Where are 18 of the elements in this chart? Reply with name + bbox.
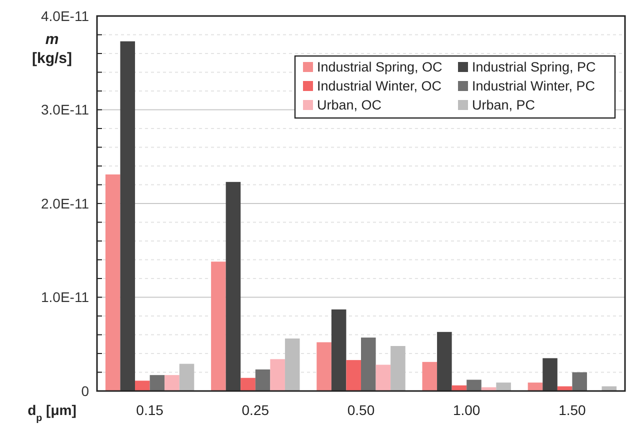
y-tick-label: 2.0E-11 <box>41 195 90 212</box>
legend-label: Industrial Winter, PC <box>472 78 596 94</box>
x-axis-title: d$_{p}$ [μm] <box>28 402 76 424</box>
y-tick-label: 0 <box>81 382 90 399</box>
x-tick-label: 1.00 <box>452 402 480 418</box>
legend-label: Urban, PC <box>472 98 536 113</box>
y-tick-label: 4.0E-11 <box>41 8 90 24</box>
legend-label: Industrial Spring, OC <box>317 60 443 75</box>
x-tick-label: 1.50 <box>558 402 586 418</box>
legend-label: Urban, OC <box>317 98 382 113</box>
y-tick-label: 3.0E-11 <box>41 102 90 118</box>
y-axis-title: m [kg/s] <box>32 31 72 67</box>
x-tick-label: 0.50 <box>347 402 375 418</box>
y-tick-label: 1.0E-11 <box>41 289 90 306</box>
legend-label: Industrial Spring, PC <box>472 60 596 75</box>
x-tick-label: 0.15 <box>136 402 164 418</box>
x-tick-label: 0.25 <box>242 402 270 418</box>
legend-label: Industrial Winter, OC <box>317 78 442 94</box>
